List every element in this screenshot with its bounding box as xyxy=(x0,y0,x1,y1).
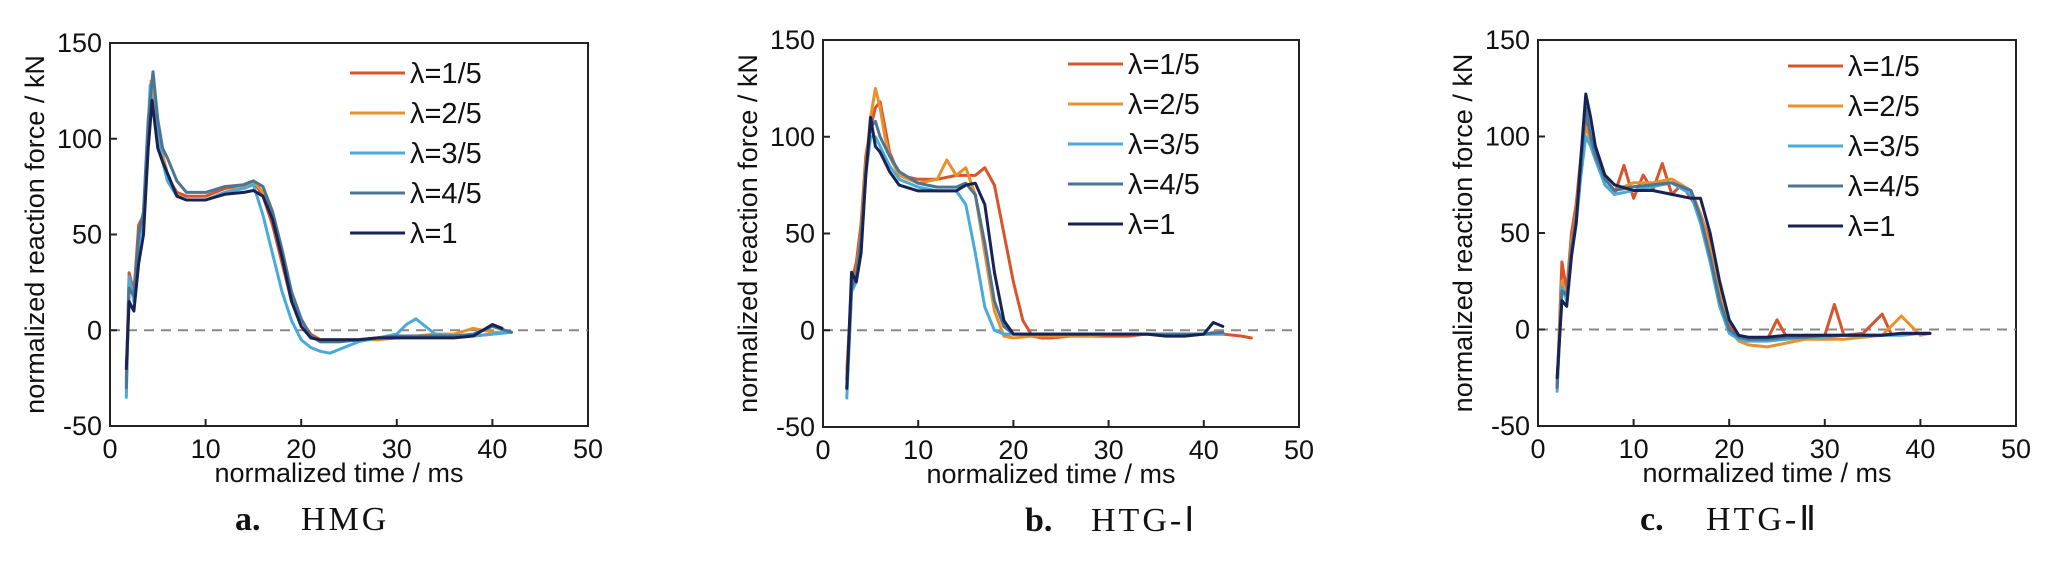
series-lines xyxy=(124,70,513,399)
series-line-5 xyxy=(1555,92,1932,380)
legend-label: λ=1/5 xyxy=(410,58,482,90)
legend-label: λ=1/5 xyxy=(1848,51,1920,83)
plot-frame xyxy=(822,39,1300,428)
x-tick-label: 0 xyxy=(102,434,117,464)
x-tick-label: 20 xyxy=(1714,434,1744,464)
series-line-4 xyxy=(124,70,513,390)
legend-label: λ=4/5 xyxy=(1848,171,1920,203)
x-tick-label: 10 xyxy=(903,435,933,465)
x-tick-label: 30 xyxy=(382,434,412,464)
series-lines xyxy=(845,86,1253,400)
y-tick-label: -50 xyxy=(776,412,815,442)
series-line-5 xyxy=(845,115,1225,390)
x-tick-label: 0 xyxy=(1530,434,1545,464)
y-tick-label: -50 xyxy=(63,411,102,441)
legend-label: λ=1 xyxy=(410,218,458,250)
y-tick-label: 100 xyxy=(57,124,102,154)
panel-caption-name: HTG-Ⅰ xyxy=(1091,502,1197,539)
legend-label: λ=1 xyxy=(1848,211,1896,243)
y-axis-label: normalized reaction force / kN xyxy=(733,54,763,413)
legend-label: λ=2/5 xyxy=(1128,89,1200,121)
panel-caption-name: HMG xyxy=(301,501,389,538)
series-line-2 xyxy=(1555,125,1932,385)
plot-frame xyxy=(1537,39,2017,427)
y-tick-label: 150 xyxy=(57,28,102,58)
panel-caption-name: HTG-Ⅱ xyxy=(1706,501,1819,538)
legend-label: λ=1/5 xyxy=(1128,49,1200,81)
y-tick-label: 150 xyxy=(770,25,815,55)
y-axis-label: normalized reaction force / kN xyxy=(1448,54,1478,413)
x-tick-label: 30 xyxy=(1094,435,1124,465)
x-tick-label: 30 xyxy=(1810,434,1840,464)
series-line-5 xyxy=(124,98,504,371)
y-tick-label: 0 xyxy=(1515,315,1530,345)
x-tick-label: 40 xyxy=(477,434,507,464)
legend-label: λ=3/5 xyxy=(1128,129,1200,161)
panel-caption-letter: b. xyxy=(1025,502,1052,539)
legend: λ=1/5 λ=2/5 λ=3/5 λ=4/5 λ=1 xyxy=(350,58,482,250)
x-tick-label: 20 xyxy=(998,435,1028,465)
y-axis-label: normalized reaction force / kN xyxy=(20,55,50,414)
y-tick-label: 0 xyxy=(800,315,815,345)
legend-label: λ=2/5 xyxy=(1848,91,1920,123)
legend: λ=1/5 λ=2/5 λ=3/5 λ=4/5 λ=1 xyxy=(1068,49,1200,241)
legend-label: λ=1 xyxy=(1128,209,1176,241)
x-tick-label: 0 xyxy=(815,435,830,465)
x-axis-label: normalized time / ms xyxy=(926,459,1175,489)
legend-label: λ=4/5 xyxy=(410,178,482,210)
panel-caption-letter: a. xyxy=(235,501,261,538)
legend-label: λ=3/5 xyxy=(1848,131,1920,163)
y-tick-label: 150 xyxy=(1485,25,1530,55)
series-line-4 xyxy=(845,119,1225,390)
panel-caption-letter: c. xyxy=(1640,501,1664,538)
x-tick-label: 50 xyxy=(2001,434,2031,464)
legend-label: λ=2/5 xyxy=(410,98,482,130)
y-tick-label: 100 xyxy=(770,122,815,152)
plot-frame xyxy=(109,42,589,427)
x-tick-label: 50 xyxy=(573,434,603,464)
y-tick-label: 100 xyxy=(1485,122,1530,152)
x-tick-label: 10 xyxy=(1619,434,1649,464)
y-tick-label: 50 xyxy=(72,220,102,250)
legend-label: λ=3/5 xyxy=(410,138,482,170)
y-tick-label: -50 xyxy=(1491,411,1530,441)
x-tick-label: 40 xyxy=(1905,434,1935,464)
series-lines xyxy=(1555,92,1932,393)
y-tick-label: 50 xyxy=(1500,218,1530,248)
legend: λ=1/5 λ=2/5 λ=3/5 λ=4/5 λ=1 xyxy=(1788,51,1920,243)
x-axis-label: normalized time / ms xyxy=(214,458,463,488)
x-tick-label: 20 xyxy=(286,434,316,464)
legend-label: λ=4/5 xyxy=(1128,169,1200,201)
x-tick-label: 10 xyxy=(191,434,221,464)
y-tick-label: 50 xyxy=(785,219,815,249)
x-axis-label: normalized time / ms xyxy=(1642,458,1891,488)
y-tick-label: 0 xyxy=(87,315,102,345)
x-tick-label: 50 xyxy=(1284,435,1314,465)
x-tick-label: 40 xyxy=(1189,435,1219,465)
